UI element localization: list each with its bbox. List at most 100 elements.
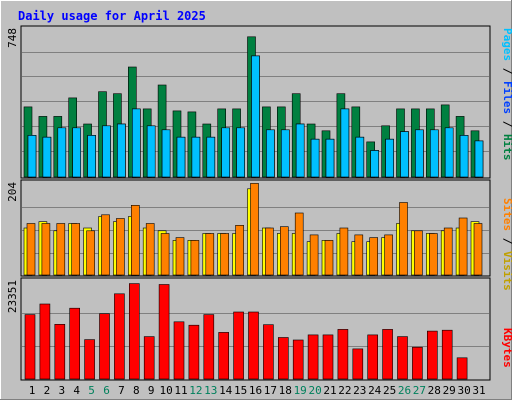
bar-sites-day-17 [265,227,274,276]
x-tick-label: 4 [73,384,80,397]
x-tick-label: 14 [219,384,233,397]
hits-ymax-label: 748 [6,28,19,48]
bar-kbytes-day-16 [248,311,259,380]
bar-pages-day-3 [57,127,67,178]
bar-kbytes-day-18 [277,337,289,380]
bar-kbytes-day-12 [188,324,200,380]
bar-kbytes-day-9 [143,336,155,380]
bar-kbytes-day-29 [441,329,453,380]
bar-pages-day-30 [459,135,469,178]
bar-kbytes-day-30 [456,357,468,380]
visits-ymax-label: 204 [6,182,19,202]
bar-kbytes-day-19 [292,339,304,380]
bar-pages-day-21 [325,138,335,178]
bar-pages-day-26 [400,131,409,178]
legend-kbytes: KBytes [501,328,512,368]
bar-sites-day-28 [428,233,438,276]
bar-kbytes-day-13 [203,314,215,380]
bar-sites-day-2 [41,223,51,276]
x-tick-label: 26 [398,384,411,397]
bar-pages-day-10 [161,129,171,178]
bar-pages-day-31 [474,140,484,178]
x-tick-label: 19 [294,384,307,397]
bar-pages-day-16 [251,55,260,178]
x-tick-label: 6 [103,384,110,397]
x-tick-label: 31 [472,384,485,397]
bar-pages-day-12 [191,136,201,178]
bar-pages-day-17 [266,129,275,178]
x-tick-label: 27 [413,384,426,397]
bar-pages-day-4 [72,127,81,178]
x-tick-label: 8 [133,384,140,397]
bar-pages-day-22 [340,108,350,178]
bar-kbytes-day-27 [412,346,423,380]
bar-kbytes-day-28 [426,330,438,380]
bar-sites-day-24 [369,237,379,276]
x-tick-label: 5 [88,384,95,397]
bar-pages-day-27 [415,129,424,178]
bar-sites-day-16 [250,183,259,276]
x-tick-label: 21 [323,384,336,397]
x-tick-label: 12 [189,384,202,397]
bar-sites-day-20 [309,234,319,276]
bar-pages-day-5 [87,135,96,178]
x-tick-label: 25 [383,384,396,397]
bar-sites-day-6 [101,214,110,276]
bar-sites-day-30 [458,217,468,276]
bar-sites-day-13 [205,233,215,276]
bar-sites-day-27 [414,230,423,276]
x-tick-label: 10 [159,384,172,397]
bar-pages-day-13 [206,136,216,178]
bar-sites-day-10 [160,233,170,276]
x-tick-label: 23 [353,384,366,397]
bar-kbytes-day-23 [352,348,364,380]
bar-pages-day-8 [132,108,141,178]
bar-kbytes-day-24 [367,334,379,380]
bar-kbytes-day-2 [39,303,51,380]
bar-sites-day-15 [235,225,244,276]
x-tick-label: 18 [279,384,292,397]
bar-sites-day-1 [26,223,36,276]
bar-sites-day-26 [399,202,408,276]
bar-pages-day-9 [146,125,156,178]
x-tick-label: 28 [428,384,441,397]
x-tick-label: 7 [118,384,125,397]
x-tick-label: 16 [249,384,262,397]
bar-kbytes-day-25 [382,329,393,380]
legend-sites: Sites [501,198,512,231]
bar-sites-day-18 [279,226,289,276]
bar-sites-day-29 [443,227,453,276]
bar-pages-day-20 [310,138,320,178]
legend-hits: Hits [501,134,512,161]
bar-pages-day-11 [176,136,186,178]
bar-kbytes-day-22 [337,329,349,380]
bar-sites-day-19 [294,212,304,276]
bar-sites-day-8 [131,205,140,276]
bar-kbytes-day-21 [322,334,334,380]
x-tick-label: 30 [457,384,470,397]
bar-kbytes-day-15 [233,311,244,380]
bar-kbytes-day-1 [24,314,36,380]
bar-kbytes-day-5 [84,339,95,380]
bar-pages-day-23 [355,136,365,178]
legend-visits-panel: Sites / Visits [501,198,512,291]
bar-sites-day-9 [145,223,155,276]
bar-kbytes-day-26 [397,336,408,380]
bar-pages-day-25 [385,138,394,178]
bar-pages-day-6 [102,125,111,178]
bar-sites-day-14 [220,233,229,276]
bar-kbytes-day-17 [263,324,274,380]
x-tick-label: 17 [264,384,277,397]
bar-kbytes-day-7 [114,293,125,380]
x-tick-label: 22 [338,384,351,397]
bar-pages-day-1 [27,135,37,178]
bar-pages-day-15 [236,127,245,178]
bar-sites-day-7 [116,218,125,276]
bar-kbytes-day-11 [173,321,185,380]
bar-kbytes-day-14 [218,332,229,380]
bar-sites-day-4 [71,223,80,276]
x-tick-label: 15 [234,384,247,397]
x-tick-label: 3 [58,384,65,397]
bar-sites-day-12 [190,240,200,276]
